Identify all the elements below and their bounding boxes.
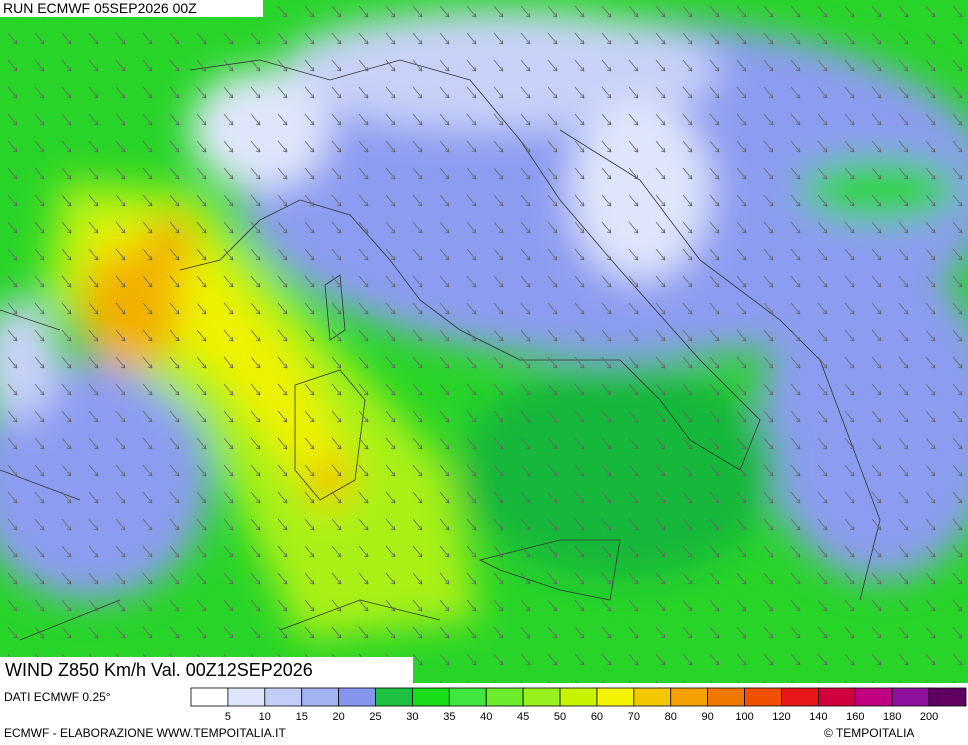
legend-label: 200 xyxy=(920,711,938,723)
legend-swatch xyxy=(854,687,893,707)
legend-label: 180 xyxy=(883,711,901,723)
legend-label: 100 xyxy=(735,711,753,723)
copyright: © TEMPOITALIA xyxy=(824,726,914,740)
legend-label: 120 xyxy=(772,711,790,723)
legend-label: 140 xyxy=(809,711,827,723)
data-source: DATI ECMWF 0.25° xyxy=(4,690,111,704)
legend-swatch xyxy=(485,687,524,707)
legend-swatch xyxy=(781,687,819,707)
legend-swatch xyxy=(227,687,266,707)
legend-label: 25 xyxy=(369,711,381,723)
legend-swatch xyxy=(301,687,340,707)
legend-label: 30 xyxy=(406,711,418,723)
legend-swatch xyxy=(670,687,709,707)
legend-label: 90 xyxy=(702,711,714,723)
legend-label: 40 xyxy=(480,711,492,723)
legend-label: 50 xyxy=(554,711,566,723)
legend-swatch xyxy=(448,687,487,707)
map-title: WIND Z850 Km/h Val. 00Z12SEP2026 xyxy=(5,660,313,680)
legend-label: 60 xyxy=(591,711,603,723)
legend-swatch xyxy=(891,687,930,707)
run-label: RUN ECMWF 05SEP2026 00Z xyxy=(3,0,197,16)
legend-label: 35 xyxy=(443,711,455,723)
legend-swatch xyxy=(596,687,635,707)
legend-label: 45 xyxy=(517,711,529,723)
legend-swatch xyxy=(264,687,303,707)
legend-swatch xyxy=(338,687,376,707)
legend-label: 15 xyxy=(296,711,308,723)
legend-swatch xyxy=(744,687,782,707)
legend-swatch xyxy=(522,687,561,707)
legend-label: 10 xyxy=(259,711,271,723)
legend-label: 70 xyxy=(628,711,640,723)
legend-label: 20 xyxy=(332,711,344,723)
legend-swatch xyxy=(190,687,229,707)
legend-label: 80 xyxy=(665,711,677,723)
legend-label: 5 xyxy=(225,711,231,723)
legend-swatch xyxy=(633,687,672,707)
legend-swatch xyxy=(375,687,413,707)
credit: ECMWF - ELABORAZIONE WWW.TEMPOITALIA.IT xyxy=(4,726,286,740)
legend-swatch xyxy=(559,687,598,707)
legend-label: 160 xyxy=(846,711,864,723)
wind-field xyxy=(0,0,968,683)
legend-swatch xyxy=(817,687,856,707)
color-legend: 5 10 15 20 25 30 35 40 45 50 60 70 80 90 100 120 140 160 1… xyxy=(190,687,967,723)
legend-swatch xyxy=(707,687,745,707)
legend-swatch xyxy=(928,687,967,707)
legend-swatch xyxy=(412,687,450,707)
